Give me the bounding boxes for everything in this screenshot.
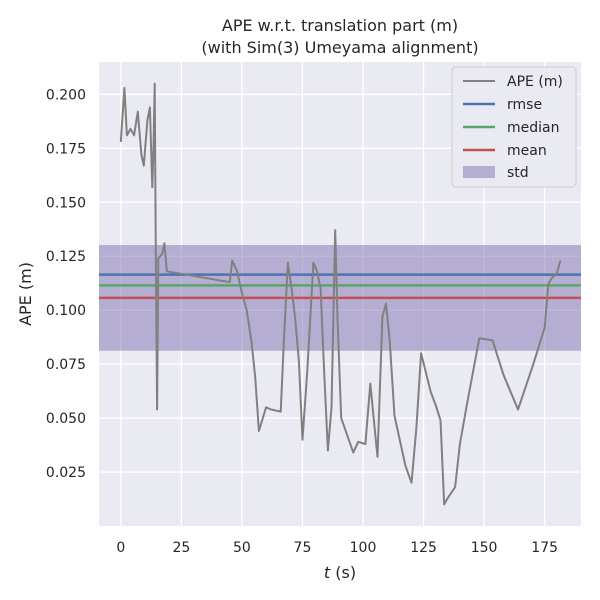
y-tick-label: 0.200 <box>46 87 86 103</box>
legend-label-mean: mean <box>507 143 547 159</box>
y-tick-label: 0.175 <box>46 141 86 157</box>
legend-frame <box>451 66 577 188</box>
series-layer <box>119 82 562 506</box>
y-tick-label: 0.025 <box>46 465 86 481</box>
y-tick-label: 0.125 <box>46 249 86 265</box>
x-tick-label: 25 <box>172 540 190 556</box>
x-axis-label-unit: (s) <box>330 563 356 582</box>
x-tick-label: 175 <box>531 540 558 556</box>
y-tick-label: 0.075 <box>46 357 86 373</box>
chart-title-line-2: (with Sim(3) Umeyama alignment) <box>201 38 478 57</box>
legend-label-rmse: rmse <box>507 97 542 113</box>
y-tick-label: 0.050 <box>46 411 86 427</box>
ape-series-line <box>119 82 562 506</box>
legend-label-median: median <box>507 120 559 136</box>
y-tick-label: 0.150 <box>46 195 86 211</box>
y-tick-labels: 0.025 0.050 0.075 0.100 0.125 0.150 0.175 0.200 <box>46 87 86 481</box>
legend: APE (m) rmse median mean std <box>451 66 577 188</box>
x-tick-label: 75 <box>294 540 312 556</box>
x-tick-label: 150 <box>471 540 498 556</box>
y-tick-label: 0.100 <box>46 303 86 319</box>
reference-lines <box>99 273 581 300</box>
legend-label-ape: APE (m) <box>507 74 563 90</box>
x-axis-label: t (s) <box>324 563 356 582</box>
x-tick-label: 100 <box>350 540 377 556</box>
x-tick-label: 50 <box>233 540 251 556</box>
legend-swatch-std <box>463 166 495 178</box>
x-tick-label: 125 <box>410 540 437 556</box>
y-axis-label: APE (m) <box>16 262 35 326</box>
x-axis-label-variable: t <box>324 563 331 582</box>
x-tick-label: 0 <box>116 540 125 556</box>
chart-title-line-1: APE w.r.t. translation part (m) <box>222 16 458 35</box>
x-tick-labels: 0 25 50 75 100 125 150 175 <box>116 540 558 556</box>
legend-label-std: std <box>507 165 529 181</box>
